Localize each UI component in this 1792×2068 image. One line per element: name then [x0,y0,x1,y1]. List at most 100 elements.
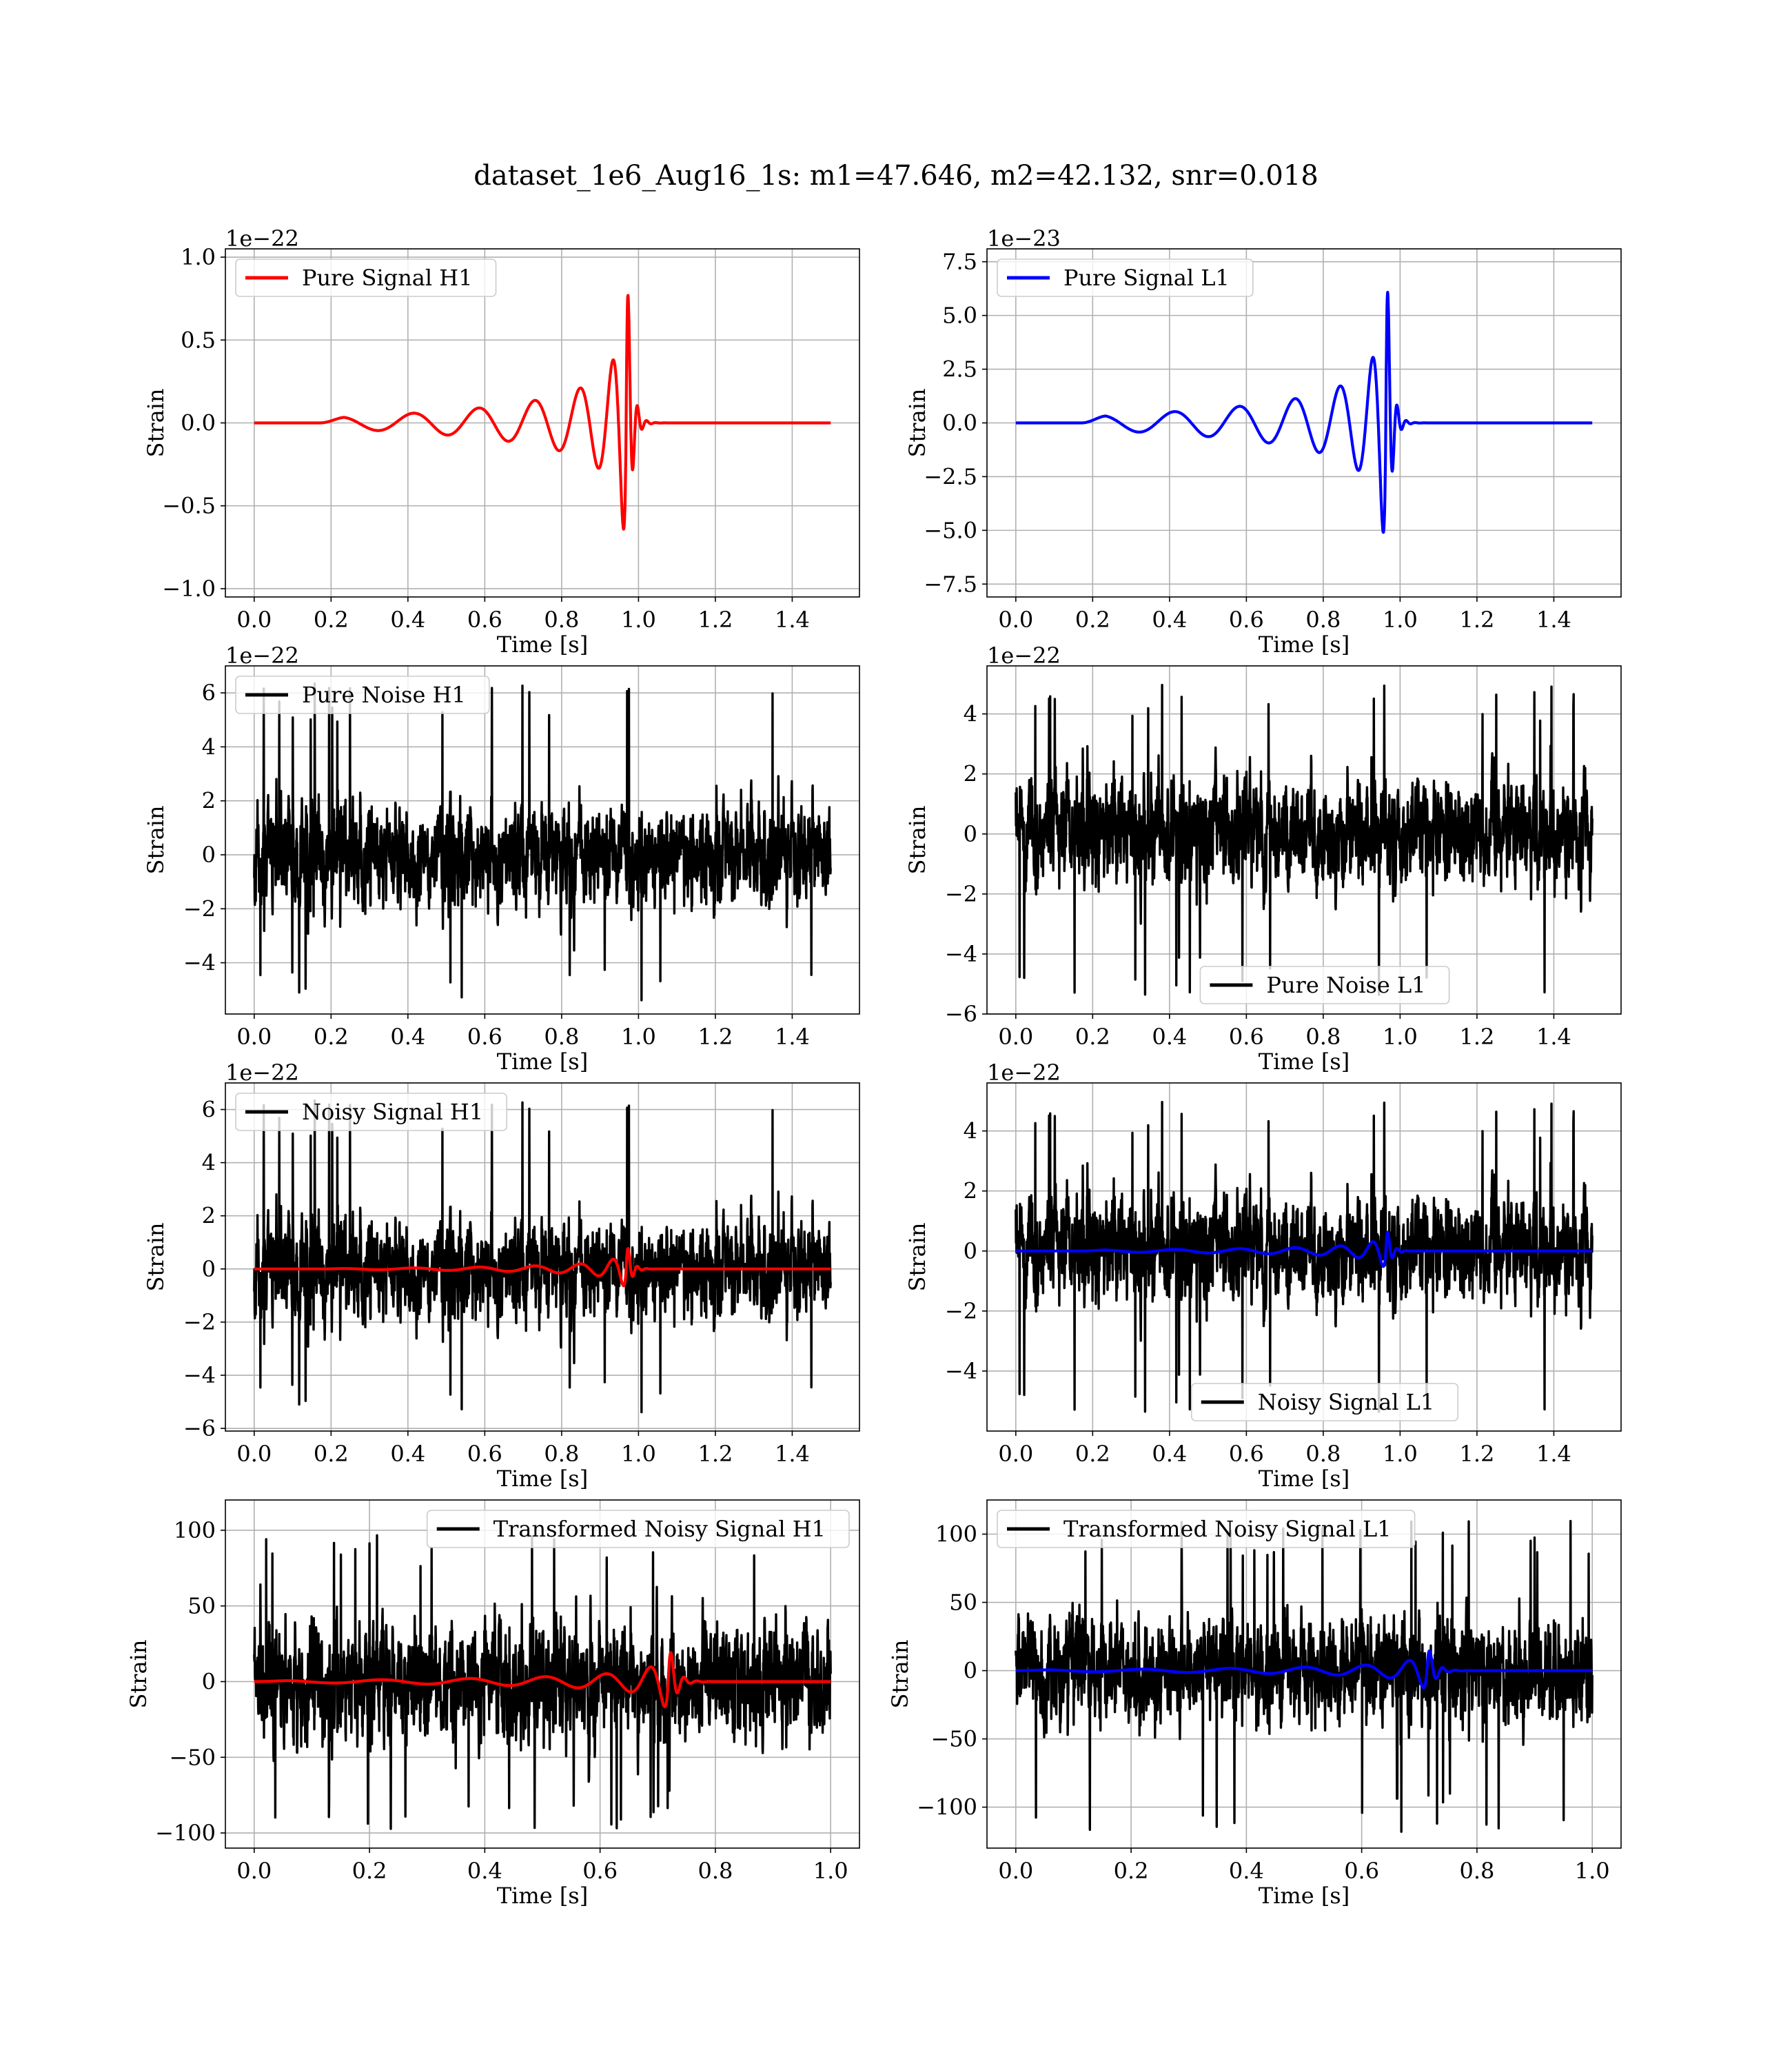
x-tick-label: 0.6 [467,607,502,633]
x-tick-label: 1.4 [1536,1024,1571,1050]
y-tick-label: −4 [183,1362,216,1388]
y-axis-label: Strain [125,1640,152,1709]
x-tick-label: 0.8 [1305,1441,1341,1467]
x-tick-label: 1.2 [1459,1441,1494,1467]
y-tick-label: 2 [202,788,216,814]
subplot-pure-signal-h1: 0.0 0.2 0.4 0.6 0.8 1.0 1.2 1.4 −1.0 −0.5 0.0 0.5 1.… [143,225,860,658]
x-tick-label: 0.0 [998,1858,1033,1884]
y-tick-label: −4 [945,1358,977,1384]
x-tick-label: 0.0 [236,1858,272,1884]
legend-box [1199,966,1450,1004]
legend-label: Noisy Signal H1 [302,1099,483,1125]
y-tick-label: 50 [187,1593,216,1619]
legend-box [997,258,1254,297]
y-tick-label: −2 [945,1298,977,1324]
legend-label: Pure Signal L1 [1063,265,1230,291]
x-tick-label: 0.0 [236,1024,272,1050]
series-line-signal [1015,1649,1594,1690]
legend: Pure Noise L1 [1199,966,1450,1004]
y-axis-label: Strain [904,389,930,458]
legend: Transformed Noisy Signal L1 [997,1510,1416,1548]
y-axis-label: Strain [904,806,930,875]
x-tick-label: 0.0 [998,1441,1033,1467]
axis-offset-text: 1e−22 [987,642,1061,669]
subplot-noisy-signal-l1: 0.0 0.2 0.4 0.6 0.8 1.0 1.2 1.4 −4 −2 0 2 4 Time [s] S… [904,1060,1622,1492]
x-tick-label: 1.0 [621,1441,656,1467]
y-tick-label: 0 [964,821,977,847]
x-tick-label: 0.4 [1152,1441,1187,1467]
legend-box [235,676,490,714]
y-tick-label: 6 [202,680,216,706]
y-tick-label: −0.5 [162,493,216,519]
y-tick-label: −5.0 [924,517,977,543]
x-tick-label: 1.2 [698,1441,733,1467]
x-tick-label: 0.4 [390,1441,425,1467]
legend: Pure Signal H1 [235,258,497,297]
axis-offset-text: 1e−22 [987,1060,1061,1086]
y-tick-label: −50 [930,1726,977,1752]
series-group [253,1099,832,1414]
legend-box [426,1510,850,1548]
y-tick-label: −6 [183,1415,216,1441]
x-tick-label: 0.8 [1459,1858,1494,1884]
x-axis-label: Time [s] [497,1048,588,1075]
series-line-noise [1015,684,1594,996]
x-tick-label: 0.4 [390,1024,425,1050]
x-tick-label: 0.6 [467,1024,502,1050]
x-tick-label: 0.6 [582,1858,618,1884]
x-tick-label: 0.2 [1075,1441,1110,1467]
y-tick-label: −50 [169,1744,216,1770]
x-axis-label: Time [s] [497,1883,588,1909]
subplot-pure-signal-l1: 0.0 0.2 0.4 0.6 0.8 1.0 1.2 1.4 −7.5 −5.0 −2.5 0.0 2… [904,225,1622,658]
y-tick-label: −7.5 [924,571,977,597]
x-tick-label: 0.6 [1229,1024,1264,1050]
x-tick-label: 0.8 [544,1024,579,1050]
legend-label: Transformed Noisy Signal L1 [1063,1516,1392,1542]
x-tick-label: 0.6 [467,1441,502,1467]
x-tick-label: 0.2 [314,1024,349,1050]
x-tick-label: 0.4 [1152,607,1187,633]
series-group [1015,290,1594,534]
x-tick-label: 1.0 [1383,1024,1418,1050]
subplot-pure-noise-h1: 0.0 0.2 0.4 0.6 0.8 1.0 1.2 1.4 −4 −2 0 2 4 6 Time [s]… [143,642,860,1075]
series-line-noise [253,1099,832,1414]
legend-label: Noisy Signal L1 [1258,1389,1435,1415]
legend-box [1190,1383,1459,1421]
series-line-signal [1015,290,1594,534]
y-axis-label: Strain [143,806,169,875]
x-tick-label: 1.2 [1459,607,1494,633]
subplot-transformed-noisy-signal-l1: 0.0 0.2 0.4 0.6 0.8 1.0 −100 −50 0 50 100 Time [s] S… [887,1499,1622,1909]
y-tick-label: 5.0 [942,303,977,329]
series-line-noise [1015,1101,1594,1413]
series-line-noise [253,682,832,1002]
legend-box [997,1510,1416,1548]
y-tick-label: 2 [202,1203,216,1229]
legend-label: Pure Signal H1 [302,265,473,291]
x-axis-label: Time [s] [1259,1466,1350,1492]
x-tick-label: 0.2 [1075,1024,1110,1050]
y-tick-label: 0 [202,1256,216,1282]
y-tick-label: −4 [183,950,216,976]
y-tick-label: 4 [964,1118,977,1144]
x-tick-label: 0.4 [1229,1858,1264,1884]
subplot-pure-noise-l1: 0.0 0.2 0.4 0.6 0.8 1.0 1.2 1.4 −6 −4 −2 0 2 4 Time [s… [904,642,1622,1075]
x-axis-label: Time [s] [497,1466,588,1492]
x-tick-label: 0.6 [1229,607,1264,633]
y-tick-label: −4 [945,941,977,967]
x-tick-label: 1.0 [621,607,656,633]
x-tick-label: 0.0 [998,607,1033,633]
subplot-grid: 0.0 0.2 0.4 0.6 0.8 1.0 1.2 1.4 −1.0 −0.5 0.0 0.5 1.… [125,225,1622,1909]
x-tick-label: 0.2 [314,1441,349,1467]
legend-label: Transformed Noisy Signal H1 [493,1516,826,1542]
axes-frame [225,665,860,1015]
y-tick-label: −6 [945,1001,977,1027]
y-tick-label: −2 [945,881,977,907]
x-tick-label: 0.8 [1305,1024,1341,1050]
x-tick-label: 0.8 [1305,607,1341,633]
figure-suptitle: dataset_1e6_Aug16_1s: m1=47.646, m2=42.1… [474,160,1318,192]
series-group [1015,1519,1594,1833]
series-group [253,682,832,1002]
x-tick-label: 1.0 [621,1024,656,1050]
x-tick-label: 1.4 [775,607,810,633]
